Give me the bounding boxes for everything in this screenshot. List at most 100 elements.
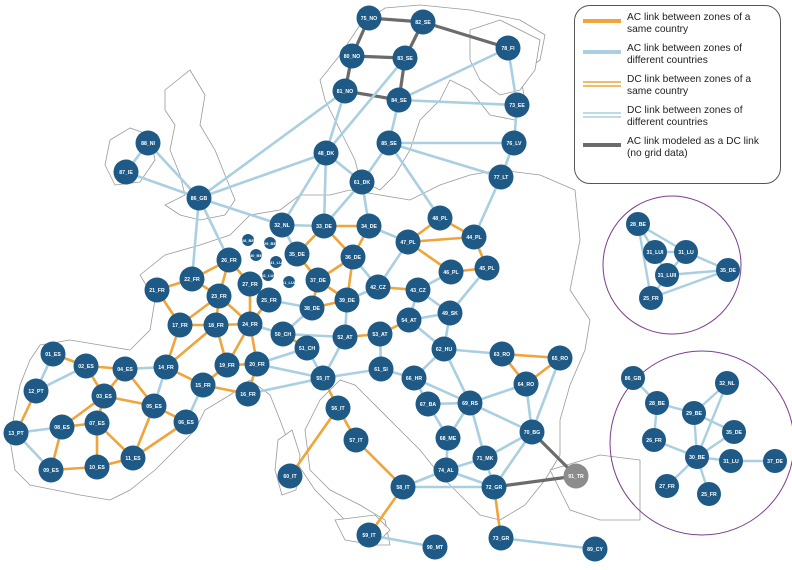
zone-label: 80_NO bbox=[344, 54, 360, 60]
zone-node bbox=[49, 414, 75, 440]
zone-label: 65_RO bbox=[552, 356, 568, 362]
zone-label: 24_FR bbox=[242, 322, 258, 328]
legend-swatch-dc-diff bbox=[583, 112, 621, 118]
zone-36_DE: 36_DE bbox=[340, 244, 366, 270]
zone-label: 12_PT bbox=[28, 389, 44, 395]
zone-node bbox=[73, 353, 99, 379]
zone-85_SE: 85_SE bbox=[376, 130, 402, 156]
legend-item-dc-same: DC link between zones of a same country bbox=[583, 74, 776, 98]
zone-49_SK: 49_SK bbox=[437, 300, 463, 326]
zone-50_CH: 50_CH bbox=[270, 321, 296, 347]
zone-label: 22_FR bbox=[184, 277, 200, 283]
zone-label: 48_DK bbox=[318, 151, 334, 157]
zone-82_SE: 82_SE bbox=[410, 9, 436, 35]
zone-node bbox=[401, 365, 427, 391]
inset-zone-label: 31_LU bbox=[678, 250, 694, 256]
zone-b3: 30_BE bbox=[250, 249, 263, 261]
zone-label: 28_BE bbox=[242, 238, 255, 243]
inset-zone-label: 28_BE bbox=[630, 222, 646, 228]
zone-label: 66_HR bbox=[406, 376, 422, 382]
zone-label: 58_IT bbox=[396, 485, 410, 491]
zone-label: 33_DE bbox=[316, 224, 332, 230]
zone-node bbox=[405, 277, 431, 303]
zone-node bbox=[340, 244, 366, 270]
zone-48_PL: 48_PL bbox=[427, 205, 453, 231]
zone-node bbox=[237, 271, 263, 297]
zone-node bbox=[488, 525, 514, 551]
zone-label: 30_BE bbox=[250, 253, 263, 258]
zone-label: 47_PL bbox=[400, 240, 416, 246]
zone-label: 57_IT bbox=[349, 438, 363, 444]
inset-belgium: 86_GB 32_NL 28_BE 29_BE 26_FR 35_DE 30_BE 31_LU… bbox=[621, 366, 787, 506]
zone-node bbox=[294, 335, 320, 361]
zone-node bbox=[244, 351, 270, 377]
zone-node bbox=[153, 354, 179, 380]
link-82_SE-78_FI bbox=[422, 20, 509, 50]
zone-node bbox=[368, 356, 394, 382]
zone-06_ES: 06_ES bbox=[173, 409, 199, 435]
zone-node bbox=[501, 130, 527, 156]
inset-zone-32_NL bbox=[715, 371, 739, 395]
zone-52_AT: 52_AT bbox=[332, 324, 358, 350]
zone-label: 16_FR bbox=[240, 392, 256, 398]
zone-44_PL: 44_PL bbox=[461, 224, 487, 250]
zone-63_RO: 63_RO bbox=[489, 341, 515, 367]
zone-32_NL: 32_NL bbox=[269, 212, 295, 238]
zone-label: 84_SE bbox=[391, 98, 407, 104]
legend: AC link between zones of a same country … bbox=[574, 5, 781, 184]
link-88_NI-86_GB bbox=[147, 142, 200, 199]
zone-node bbox=[179, 266, 205, 292]
zone-label: 88_NI bbox=[141, 141, 155, 147]
inset-zone-label: 31_LU bbox=[723, 459, 739, 465]
zone-node bbox=[284, 241, 310, 267]
zone-label: 90_MT bbox=[427, 545, 444, 551]
zone-label: 54_AT bbox=[401, 318, 417, 324]
zone-10_ES: 10_ES bbox=[84, 454, 110, 480]
zone-11_ES: 11_ES bbox=[120, 445, 146, 471]
zone-node bbox=[264, 237, 276, 249]
zone-25_FR: 25_FR bbox=[256, 287, 282, 313]
inset-zone-label: 28_BE bbox=[649, 401, 665, 407]
inset-zone-label: 30_BE bbox=[689, 455, 705, 461]
zone-80_NO: 80_NO bbox=[339, 43, 365, 69]
inset-link-25_FR-35_DE bbox=[650, 268, 729, 300]
zone-09_ES: 09_ES bbox=[38, 457, 64, 483]
zone-54_AT: 54_AT bbox=[396, 307, 422, 333]
legend-swatch-ac-diff bbox=[583, 50, 621, 54]
inset-zone-label: 35_DE bbox=[720, 268, 736, 274]
zone-node bbox=[214, 352, 240, 378]
zone-78_FI: 78_FI bbox=[495, 35, 521, 61]
zone-label: 44_PL bbox=[466, 235, 482, 241]
zone-node bbox=[38, 457, 64, 483]
zone-node bbox=[235, 381, 261, 407]
zone-39_DE: 39_DE bbox=[334, 287, 360, 313]
zone-12_PT: 12_PT bbox=[23, 378, 49, 404]
zone-node bbox=[325, 395, 351, 421]
legend-item-ac-as-dc: AC link modeled as a DC link (no grid da… bbox=[583, 136, 776, 160]
zone-86_GB: 86_GB bbox=[186, 185, 212, 211]
zone-node bbox=[376, 130, 402, 156]
zone-node bbox=[256, 287, 282, 313]
zone-67_BA: 67_BA bbox=[415, 391, 441, 417]
inset-zone-label: 35_DE bbox=[726, 430, 742, 436]
zone-label: 86_GB bbox=[191, 196, 208, 202]
zone-77_LT: 77_LT bbox=[488, 164, 514, 190]
zone-node bbox=[237, 311, 263, 337]
inset-zone-label: 31_LUI bbox=[646, 250, 664, 256]
zone-node bbox=[269, 212, 295, 238]
zone-label: 05_ES bbox=[146, 404, 162, 410]
zone-label: 45_PL bbox=[479, 266, 495, 272]
zone-node bbox=[311, 213, 337, 239]
zone-27_FR: 27_FR bbox=[237, 271, 263, 297]
zone-59_IT: 59_IT bbox=[356, 522, 382, 548]
zone-label: 73_EE bbox=[509, 103, 525, 109]
zone-node bbox=[519, 419, 545, 445]
zone-51_CH: 51_CH bbox=[294, 335, 320, 361]
zone-14_FR: 14_FR bbox=[153, 354, 179, 380]
zone-21_FR: 21_FR bbox=[144, 277, 170, 303]
zone-node bbox=[3, 420, 29, 446]
inset-link-28_BE-25_FR bbox=[636, 223, 653, 299]
zone-23_FR: 23_FR bbox=[206, 283, 232, 309]
zone-label: 56_IT bbox=[331, 406, 345, 412]
zone-88_NI: 88_NI bbox=[135, 130, 161, 156]
